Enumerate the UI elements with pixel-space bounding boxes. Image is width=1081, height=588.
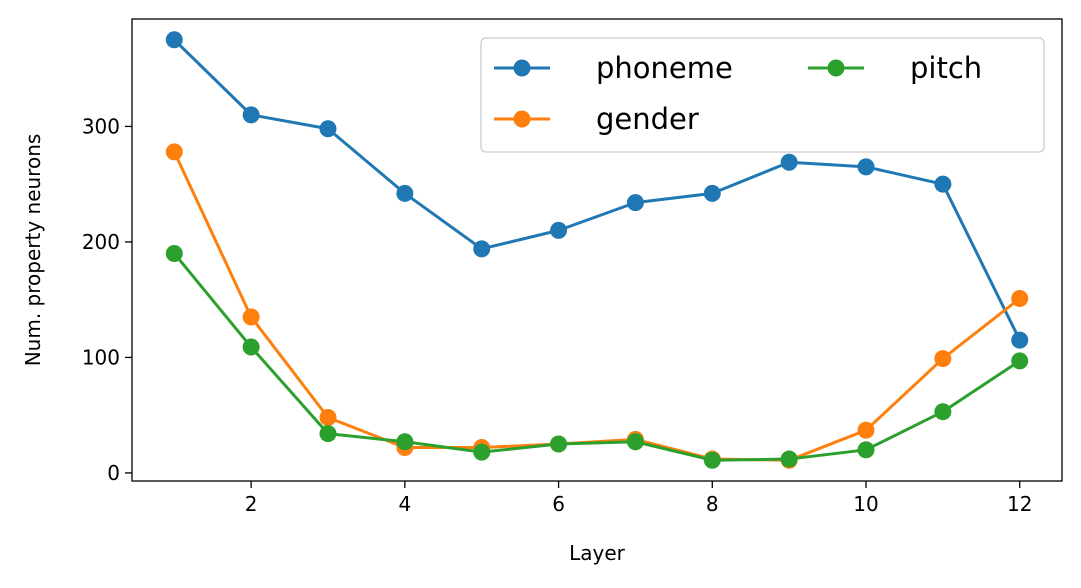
x-tick-label: 12 — [1007, 492, 1032, 516]
series-line — [173, 38, 1022, 341]
data-point — [165, 31, 183, 49]
data-point — [396, 184, 414, 202]
data-point — [550, 221, 568, 239]
data-point — [857, 158, 875, 176]
data-point — [626, 433, 644, 451]
legend-label: phoneme — [596, 51, 733, 85]
y-tick-label: 100 — [82, 345, 120, 369]
x-axis: 2 4 6 8 10 12 — [245, 481, 1032, 516]
data-point — [165, 143, 183, 161]
y-tick-label: 200 — [82, 230, 120, 254]
y-axis: 0 100 200 300 — [82, 114, 132, 485]
data-point — [242, 338, 260, 356]
legend-item-gender: gender — [494, 102, 699, 136]
data-point — [703, 184, 721, 202]
x-tick-label: 2 — [245, 492, 258, 516]
y-tick-label: 0 — [107, 461, 120, 485]
series-layer — [165, 31, 1029, 469]
legend-label: pitch — [910, 51, 982, 85]
data-point — [319, 120, 337, 138]
data-point — [934, 403, 952, 421]
legend-label: gender — [596, 102, 699, 136]
data-point — [934, 350, 952, 368]
data-point — [780, 153, 798, 171]
data-point — [857, 421, 875, 439]
data-point — [242, 106, 260, 124]
data-point — [242, 308, 260, 326]
legend-item-pitch: pitch — [808, 51, 982, 85]
x-tick-label: 8 — [706, 492, 719, 516]
data-point — [165, 244, 183, 262]
data-point — [319, 425, 337, 443]
data-point — [473, 240, 491, 258]
y-axis-label: Num. property neurons — [21, 134, 45, 367]
legend-marker — [513, 59, 531, 77]
data-point — [550, 435, 568, 453]
x-tick-label: 10 — [853, 492, 878, 516]
x-tick-label: 4 — [398, 492, 411, 516]
data-point — [1011, 352, 1029, 370]
legend: phoneme gender pitch — [480, 37, 1045, 153]
data-point — [319, 408, 337, 426]
legend-marker — [827, 59, 845, 77]
legend-frame — [480, 37, 1045, 153]
data-point — [857, 441, 875, 459]
legend-marker — [513, 110, 531, 128]
series-phoneme — [165, 31, 1029, 349]
data-point — [703, 451, 721, 469]
legend-item-phoneme: phoneme — [494, 51, 733, 85]
x-axis-label: Layer — [569, 541, 626, 565]
y-tick-label: 300 — [82, 114, 120, 138]
data-point — [1011, 331, 1029, 349]
data-point — [934, 175, 952, 193]
series-line — [173, 252, 1021, 462]
data-point — [473, 443, 491, 461]
data-point — [1011, 290, 1029, 308]
data-point — [626, 194, 644, 212]
data-point — [396, 433, 414, 451]
data-point — [780, 450, 798, 468]
series-pitch — [165, 244, 1029, 469]
x-tick-label: 6 — [552, 492, 565, 516]
